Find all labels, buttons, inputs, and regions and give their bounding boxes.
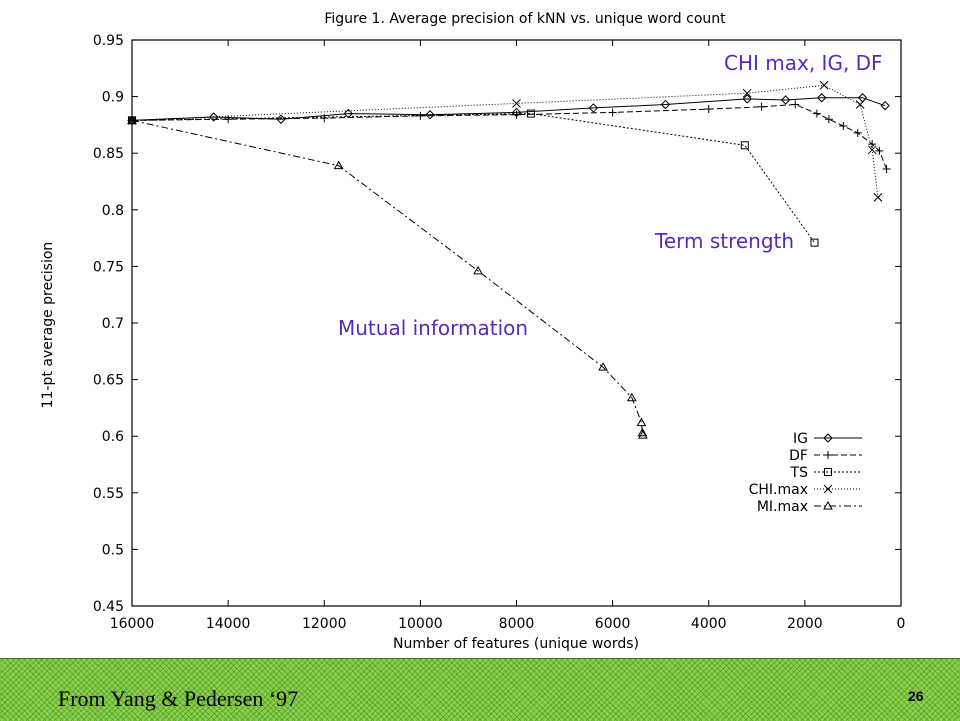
data-point-mi-max	[636, 417, 647, 427]
y-tick-label: 0.8	[102, 203, 124, 219]
x-tick-label: 14000	[206, 616, 251, 632]
y-tick-label: 0.85	[93, 146, 124, 162]
x-tick-label: 16000	[110, 616, 155, 632]
legend-marker-mi-max	[823, 500, 833, 510]
legend-marker-df	[824, 451, 832, 459]
x-tick-label: 0	[897, 616, 906, 632]
legend-marker-ig	[823, 433, 833, 443]
data-point-df	[882, 165, 891, 174]
data-point-mi-max	[333, 160, 344, 170]
x-tick-label: 8000	[499, 616, 535, 632]
data-point-ig	[208, 112, 219, 122]
data-point-ig	[660, 99, 671, 110]
x-axis-label: Number of features (unique words)	[393, 636, 639, 652]
data-point-df	[868, 140, 877, 149]
series-line-df	[131, 103, 888, 170]
data-point-ts	[740, 141, 749, 150]
legend-label-ig: IG	[793, 431, 808, 447]
data-point-chi-max	[855, 100, 865, 109]
y-tick-label: 0.65	[93, 373, 124, 389]
legend-marker-ts	[824, 468, 832, 476]
y-tick-label: 0.9	[102, 90, 124, 106]
data-point-df	[875, 146, 884, 155]
x-tick-label: 12000	[302, 616, 347, 632]
data-point-df	[757, 102, 766, 111]
data-point-chi-max	[512, 99, 521, 108]
data-point-df	[824, 115, 833, 124]
data-point-ig	[425, 110, 435, 120]
data-point-ig	[276, 114, 286, 124]
data-point-mi-max	[598, 362, 608, 371]
data-point-df	[839, 122, 848, 131]
data-point-ig	[880, 100, 890, 111]
data-point-mi-max	[638, 430, 648, 439]
y-tick-label: 0.7	[102, 316, 124, 332]
data-point-chi-max	[873, 192, 883, 202]
data-point-ig	[742, 94, 752, 104]
legend-label-ts: TS	[790, 465, 809, 481]
data-point-df	[512, 110, 521, 119]
legend-marker-chi-max	[823, 484, 833, 494]
y-tick-label: 0.6	[102, 429, 124, 445]
y-tick-label: 0.75	[93, 259, 124, 275]
data-point-ts	[526, 109, 535, 118]
data-point-chi-max	[819, 80, 829, 90]
data-point-mi-max	[473, 265, 483, 275]
data-point-mi-max	[637, 427, 648, 437]
slide-number: 26	[908, 688, 924, 704]
data-point-df	[608, 108, 617, 117]
data-point-mi-max	[127, 115, 137, 124]
source-citation: From Yang & Pedersen ‘97	[58, 686, 299, 711]
x-tick-label: 6000	[595, 616, 631, 632]
data-point-df	[791, 100, 800, 109]
data-point-chi-max	[742, 88, 752, 98]
annotation-mutual-information: Mutual information	[338, 316, 529, 340]
data-point-ig	[588, 103, 599, 113]
data-point-mi-max	[626, 392, 637, 402]
y-axis-label: 11-pt average precision	[40, 242, 56, 409]
annotation-chi-ig-df: CHI max, IG, DF	[724, 51, 883, 75]
data-point-ts	[810, 238, 819, 247]
x-tick-label: 10000	[398, 616, 443, 632]
y-tick-label: 0.45	[93, 599, 124, 615]
series-line-ig	[131, 97, 886, 121]
precision-chart: 16000 14000 12000 10000 8000 6000 4000 2000 0 0.9…	[40, 11, 906, 652]
chart-title: Figure 1. Average precision of kNN vs. u…	[324, 11, 726, 27]
x-tick-label: 4000	[691, 616, 727, 632]
legend-label-mi-max: MI.max	[757, 499, 808, 515]
data-point-df	[812, 109, 821, 118]
y-tick-label: 0.5	[102, 542, 124, 558]
annotation-term-strength: Term strength	[655, 229, 795, 253]
data-point-ig	[780, 95, 791, 105]
data-point-ig	[816, 93, 827, 103]
data-point-chi-max	[867, 145, 877, 155]
data-point-df	[320, 114, 329, 123]
x-tick-label: 2000	[787, 616, 823, 632]
legend-label-chi-max: CHI.max	[749, 482, 808, 498]
series-line-mi-max	[131, 119, 644, 436]
series-line-chi-max	[131, 84, 879, 198]
data-point-df	[853, 128, 862, 137]
footer-bar	[0, 658, 960, 721]
y-tick-label: 0.55	[93, 486, 124, 502]
y-tick-label: 0.95	[93, 33, 124, 49]
series-line-ts	[131, 113, 815, 243]
legend-label-df: DF	[789, 448, 808, 464]
data-point-df	[704, 105, 713, 114]
